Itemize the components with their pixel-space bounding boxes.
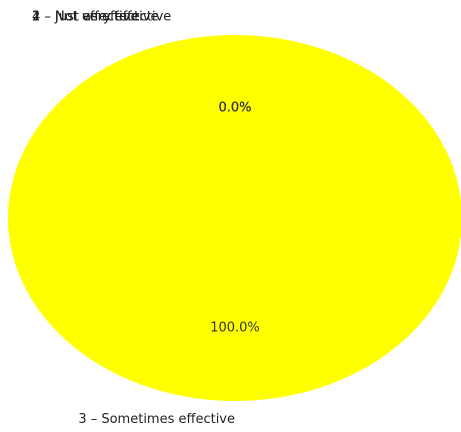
slice-percent-label: 100.0% <box>210 320 260 335</box>
slice-category-label: 2 – Not very effective <box>32 10 171 25</box>
slice-category-label: 3 – Sometimes effective <box>78 412 235 427</box>
slice-category-label: 4 – Just as effective <box>32 10 158 25</box>
pie-slice <box>8 35 461 401</box>
slice-percent-label: 0.0% <box>218 101 251 116</box>
slice-percent-label: 0.0% <box>218 101 251 116</box>
slice-percent-label: 0.0% <box>218 101 251 116</box>
slice-category-label: 1 – Not effective <box>32 10 138 25</box>
